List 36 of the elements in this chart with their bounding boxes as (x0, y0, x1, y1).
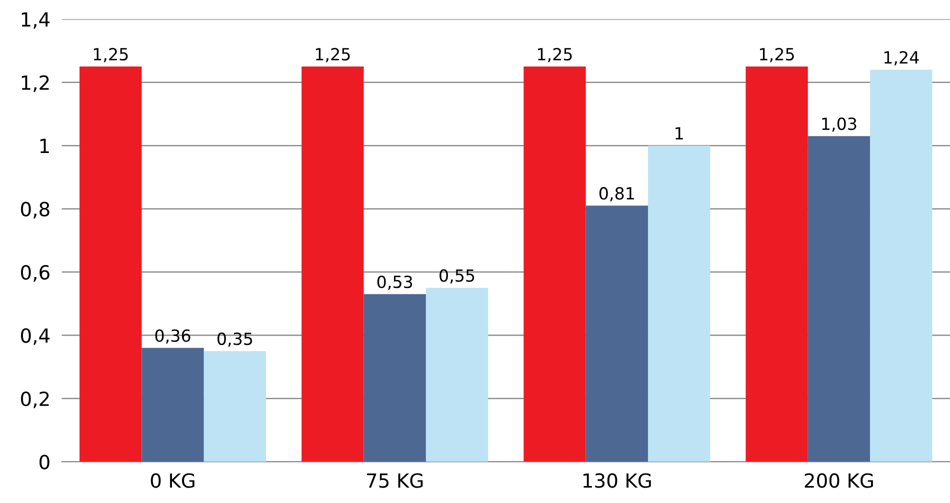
data-label: 0,36 (155, 329, 190, 344)
bar (426, 288, 488, 462)
x-tick-label: 130 KG (583, 473, 651, 488)
y-tick-label: 0,8 (21, 202, 50, 218)
data-label: 0,53 (377, 276, 412, 290)
bar (204, 351, 266, 462)
bar (524, 66, 586, 462)
bar (808, 136, 870, 462)
data-label: 1,25 (760, 48, 794, 62)
y-tick-label: 1 (40, 138, 49, 153)
bar (746, 66, 808, 462)
x-tick-label: 200 KG (804, 473, 873, 488)
y-tick-label: 0,4 (21, 328, 50, 345)
data-label: 1,25 (538, 48, 572, 62)
y-tick-label: 1,4 (22, 12, 50, 29)
bar (648, 146, 710, 462)
bar (586, 206, 648, 462)
data-label: 0,55 (440, 269, 474, 284)
y-tick-label: 0,6 (21, 265, 50, 282)
y-tick-label: 1,2 (22, 75, 49, 92)
data-label: 1,24 (884, 51, 919, 66)
x-tick-label: 0 KG (150, 473, 194, 488)
bar (870, 70, 932, 462)
data-label: 0,35 (218, 332, 252, 347)
data-label: 1,25 (316, 48, 350, 62)
data-label: 0,81 (599, 187, 634, 202)
data-label: 1,03 (822, 117, 856, 132)
y-tick-label: 0 (40, 454, 50, 470)
bar (302, 66, 364, 462)
bar (364, 294, 426, 462)
data-label: 1 (676, 127, 683, 140)
y-tick-label: 0,2 (21, 391, 49, 408)
bar (80, 66, 142, 462)
data-label: 1,25 (94, 48, 128, 62)
bar (142, 348, 204, 462)
x-tick-label: 75 KG (367, 473, 423, 488)
